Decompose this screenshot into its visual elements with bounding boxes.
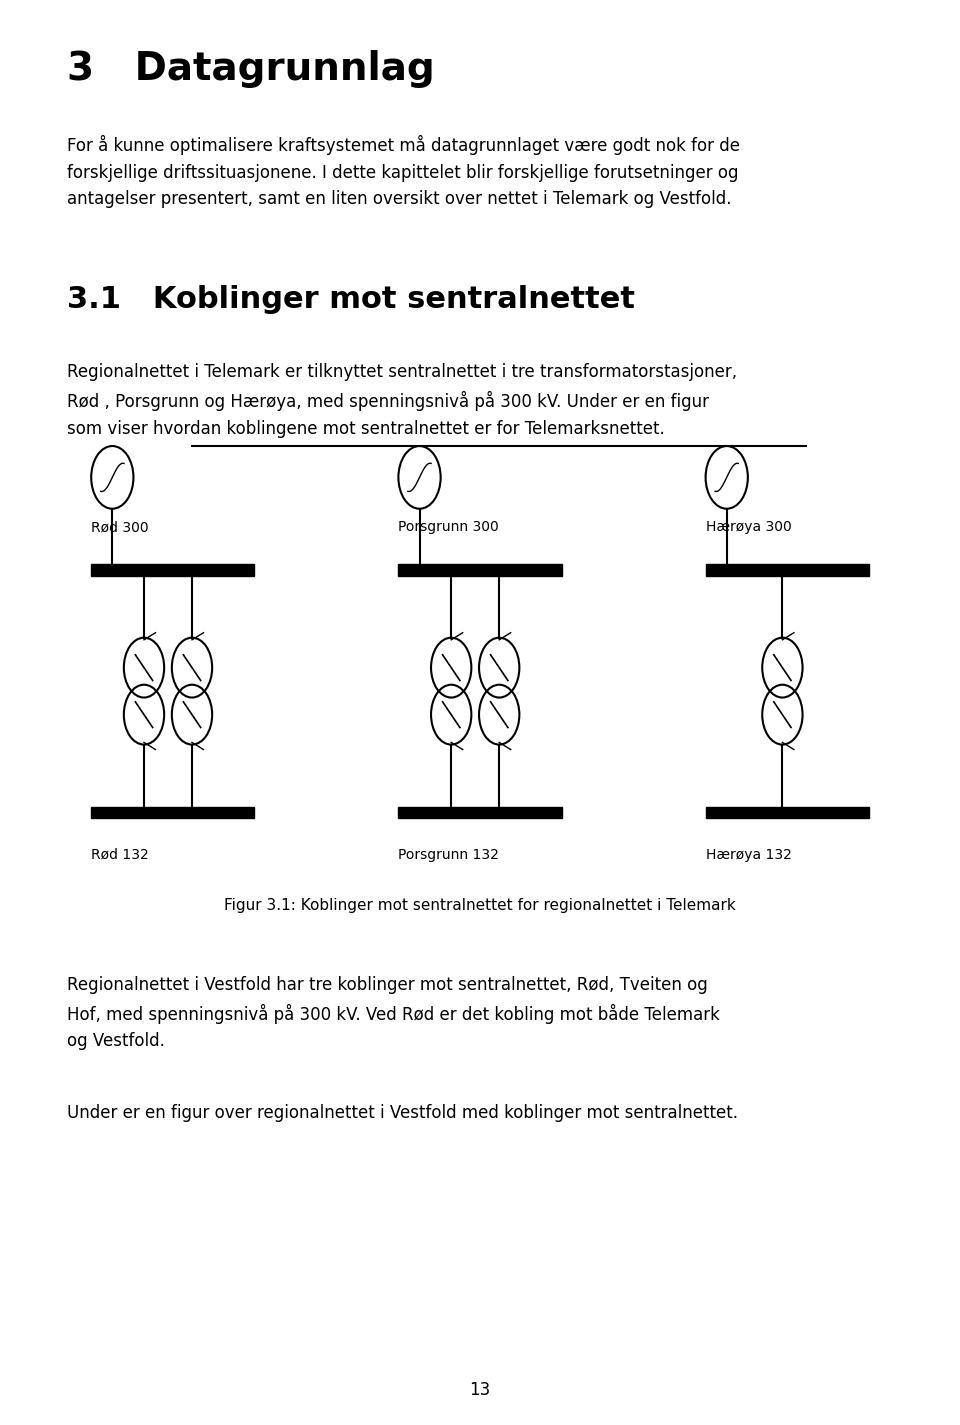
FancyBboxPatch shape (91, 564, 254, 576)
Text: Regionalnettet i Vestfold har tre koblinger mot sentralnettet, Rød, Tveiten og
H: Regionalnettet i Vestfold har tre koblin… (67, 976, 720, 1050)
Text: For å kunne optimalisere kraftsystemet må datagrunnlaget være godt nok for de
fo: For å kunne optimalisere kraftsystemet m… (67, 135, 740, 208)
Text: Under er en figur over regionalnettet i Vestfold med koblinger mot sentralnettet: Under er en figur over regionalnettet i … (67, 1104, 738, 1123)
FancyBboxPatch shape (706, 564, 869, 576)
FancyBboxPatch shape (706, 807, 869, 818)
Text: Hærøya 300: Hærøya 300 (706, 520, 791, 534)
Text: Porsgrunn 132: Porsgrunn 132 (398, 848, 499, 862)
Text: 3   Datagrunnlag: 3 Datagrunnlag (67, 50, 435, 88)
Text: Rød 132: Rød 132 (91, 848, 149, 862)
Text: Hærøya 132: Hærøya 132 (706, 848, 791, 862)
Text: 3.1   Koblinger mot sentralnettet: 3.1 Koblinger mot sentralnettet (67, 285, 636, 314)
Text: Rød 300: Rød 300 (91, 520, 149, 534)
Text: 13: 13 (469, 1381, 491, 1399)
Text: Figur 3.1: Koblinger mot sentralnettet for regionalnettet i Telemark: Figur 3.1: Koblinger mot sentralnettet f… (224, 898, 736, 913)
Text: Porsgrunn 300: Porsgrunn 300 (398, 520, 499, 534)
FancyBboxPatch shape (398, 807, 562, 818)
FancyBboxPatch shape (398, 564, 562, 576)
Text: Regionalnettet i Telemark er tilknyttet sentralnettet i tre transformatorstasjon: Regionalnettet i Telemark er tilknyttet … (67, 363, 737, 437)
FancyBboxPatch shape (91, 807, 254, 818)
